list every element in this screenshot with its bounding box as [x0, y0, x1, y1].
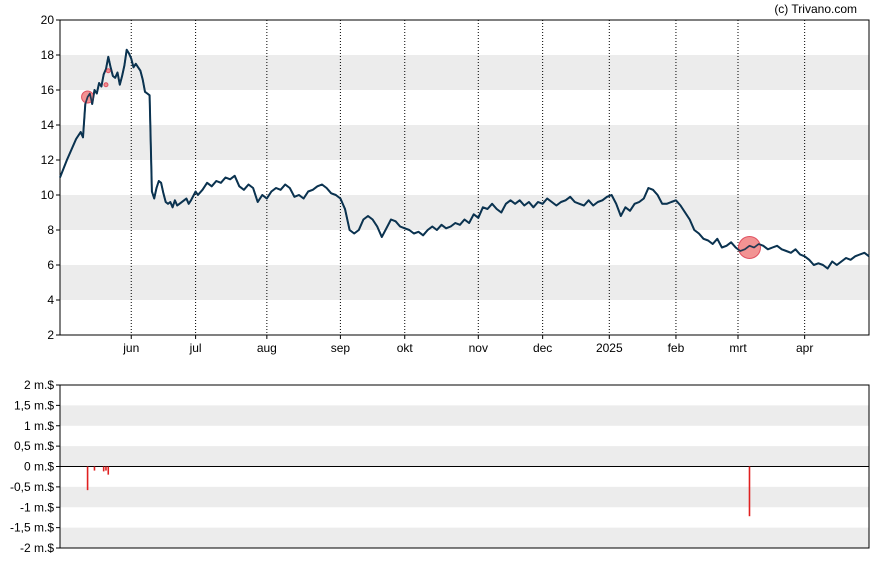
volume-grid-band [60, 527, 869, 548]
price-grid-band [60, 125, 869, 160]
price-grid-band [60, 195, 869, 230]
x-tick-label: nov [469, 341, 488, 355]
volume-y-tick-label: -1 m.$ [20, 500, 54, 514]
x-tick-label: 2025 [596, 341, 623, 355]
price-panel: jun jul aug sep okt nov dec 2025 feb mrt apr 2 4 6 8 10… [41, 13, 870, 355]
x-tick-label: feb [668, 341, 685, 355]
y-tick-label: 18 [41, 48, 55, 62]
volume-y-tick-label: 0,5 m.$ [14, 439, 54, 453]
x-tick-label: sep [331, 341, 351, 355]
volume-panel: -2 m.$ -1,5 m.$ -1 m.$ -0,5 m.$ 0 m.$ 0,5 m.$… [10, 378, 870, 555]
x-tick-label: apr [796, 341, 813, 355]
volume-y-tick-label: -0,5 m.$ [10, 480, 54, 494]
volume-y-tick-label: 0 m.$ [24, 460, 54, 474]
y-tick-label: 2 [47, 328, 54, 342]
volume-y-tick-label: 2 m.$ [24, 378, 54, 392]
price-grid-band [60, 265, 869, 300]
volume-y-tick-label: -2 m.$ [20, 541, 54, 555]
volume-y-tick-label: 1 m.$ [24, 419, 54, 433]
x-tick-label: jul [189, 341, 202, 355]
y-tick-label: 4 [47, 293, 54, 307]
y-tick-label: 14 [41, 118, 55, 132]
price-line-overlay [59, 48, 870, 270]
price-grid-band [60, 55, 869, 90]
y-tick-label: 8 [47, 223, 54, 237]
volume-y-tick-label: -1,5 m.$ [10, 521, 54, 535]
x-tick-label: dec [533, 341, 552, 355]
volume-y-tick-label: 1,5 m.$ [14, 398, 54, 412]
volume-grid-band [60, 405, 869, 426]
x-tick-label: aug [257, 341, 277, 355]
insider-marker [105, 68, 111, 74]
x-tick-label: okt [397, 341, 414, 355]
y-tick-label: 12 [41, 153, 55, 167]
insider-marker [737, 236, 761, 259]
volume-grid-band [60, 486, 869, 508]
insider-marker [103, 82, 109, 88]
copyright-text: (c) Trivano.com [774, 2, 857, 16]
y-tick-label: 20 [41, 13, 55, 27]
y-tick-label: 6 [47, 258, 54, 272]
x-tick-label: mrt [729, 341, 747, 355]
y-tick-label: 16 [41, 83, 55, 97]
volume-grid-band [60, 446, 869, 467]
x-tick-label: jun [122, 341, 139, 355]
y-tick-label: 10 [41, 188, 55, 202]
